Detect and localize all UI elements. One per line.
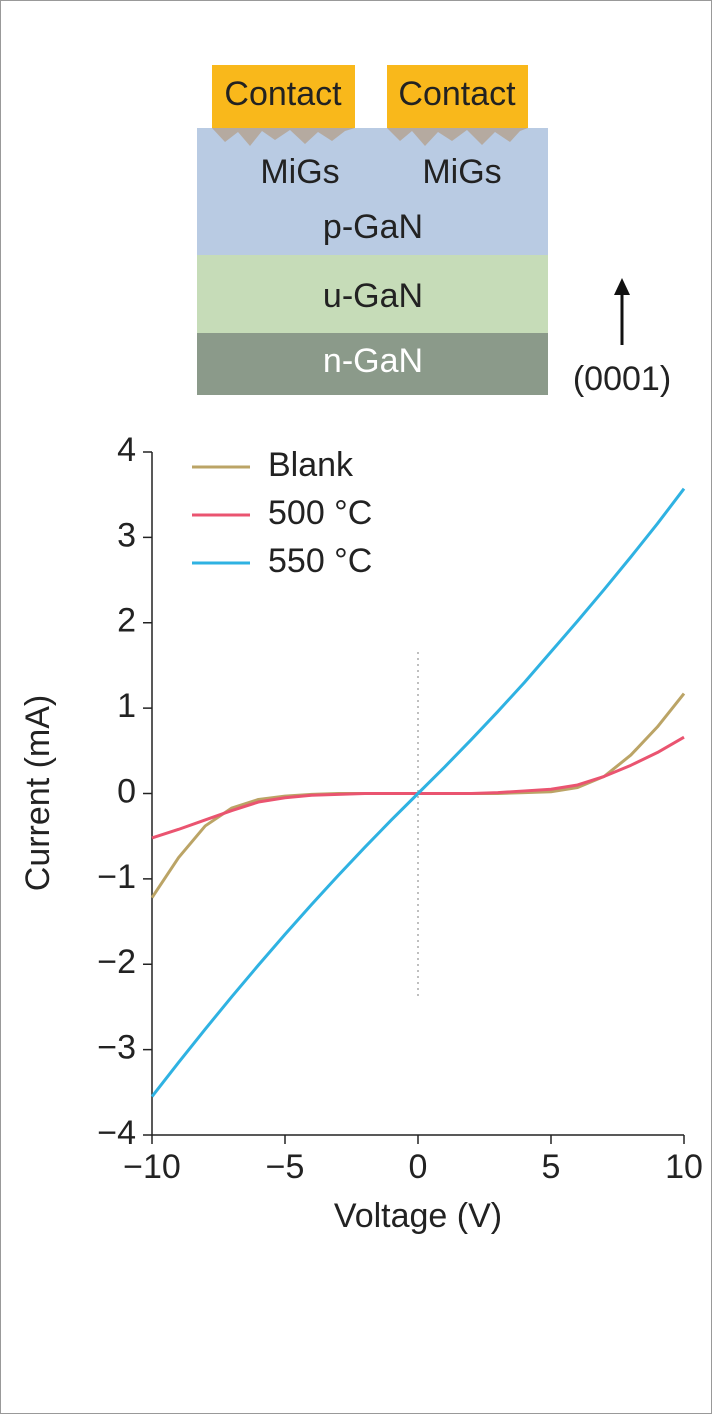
x-tick-label: −5 <box>266 1148 305 1186</box>
migs-right <box>387 128 528 146</box>
x-tick-label: 10 <box>665 1148 703 1186</box>
n-gan-layer <box>197 333 548 395</box>
migs-label: MiGs <box>422 153 501 191</box>
y-tick-label: 0 <box>117 772 136 810</box>
y-tick-label: 1 <box>117 687 136 725</box>
migs-label: MiGs <box>260 153 339 191</box>
u-gan-layer <box>197 255 548 333</box>
contact-label: Contact <box>398 75 516 113</box>
contact-label: Contact <box>224 75 342 113</box>
y-tick-label: 4 <box>117 431 136 469</box>
direction-label: (0001) <box>573 360 671 398</box>
legend-label: 550 °C <box>268 542 372 580</box>
contact-right <box>387 65 528 128</box>
layer-label: n-GaN <box>323 342 423 380</box>
series-line <box>150 487 686 1098</box>
y-tick-label: −1 <box>97 858 136 896</box>
y-tick-label: 3 <box>117 516 136 554</box>
x-axis-label: Voltage (V) <box>334 1197 502 1235</box>
arrow-head <box>614 278 630 295</box>
contact-left <box>212 65 355 128</box>
p-gan-layer <box>197 128 548 255</box>
layer-label: p-GaN <box>323 208 423 246</box>
migs-left <box>212 128 355 146</box>
y-tick-label: −3 <box>97 1029 136 1067</box>
y-axis-label: Current (mA) <box>19 695 57 891</box>
legend-label: Blank <box>268 446 354 484</box>
x-tick-label: 0 <box>409 1148 428 1186</box>
y-tick-label: 2 <box>117 602 136 640</box>
layer-label: u-GaN <box>323 277 423 315</box>
y-tick-label: −4 <box>97 1114 136 1152</box>
series-line <box>151 735 685 840</box>
y-tick-label: −2 <box>97 943 136 981</box>
legend-label: 500 °C <box>268 494 372 532</box>
x-tick-label: −10 <box>123 1148 181 1186</box>
x-tick-label: 5 <box>542 1148 561 1186</box>
